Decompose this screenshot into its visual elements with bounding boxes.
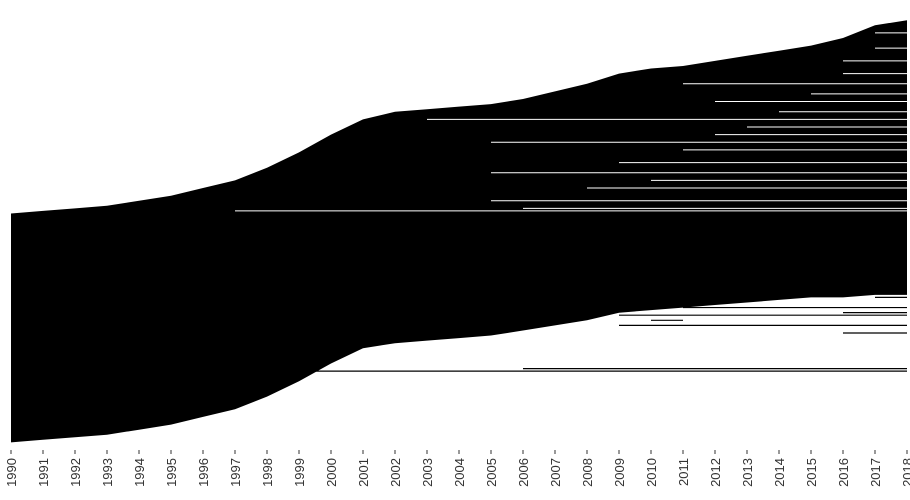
- x-tick-label: 2003: [420, 458, 435, 487]
- x-tick-label: 2009: [612, 458, 627, 487]
- x-tick-label: 1995: [164, 458, 179, 487]
- x-tick-label: 1997: [228, 458, 243, 487]
- x-tick-label: 1990: [4, 458, 19, 487]
- x-tick-label: 2018: [900, 458, 910, 487]
- x-tick-label: 2012: [708, 458, 723, 487]
- x-tick-label: 2013: [740, 458, 755, 487]
- x-tick-label: 2002: [388, 458, 403, 487]
- x-tick-label: 2010: [644, 458, 659, 487]
- x-tick-label: 2016: [836, 458, 851, 487]
- x-tick-label: 2017: [868, 458, 883, 487]
- x-tick-label: 1992: [68, 458, 83, 487]
- x-tick-label: 1994: [132, 458, 147, 487]
- x-tick-label: 2007: [548, 458, 563, 487]
- x-tick-label: 2000: [324, 458, 339, 487]
- x-tick-label: 2005: [484, 458, 499, 487]
- x-tick-label: 1996: [196, 458, 211, 487]
- band-area: [11, 20, 907, 443]
- x-tick-label: 2008: [580, 458, 595, 487]
- x-tick-label: 2014: [772, 458, 787, 487]
- x-tick-label: 1999: [292, 458, 307, 487]
- x-tick-label: 2004: [452, 458, 467, 487]
- x-tick-label: 2001: [356, 458, 371, 487]
- x-tick-label: 2011: [676, 458, 691, 486]
- x-tick-label: 2006: [516, 458, 531, 487]
- x-tick-label: 1991: [36, 458, 51, 487]
- x-tick-label: 2015: [804, 458, 819, 487]
- x-tick-label: 1998: [260, 458, 275, 487]
- x-tick-label: 1993: [100, 458, 115, 487]
